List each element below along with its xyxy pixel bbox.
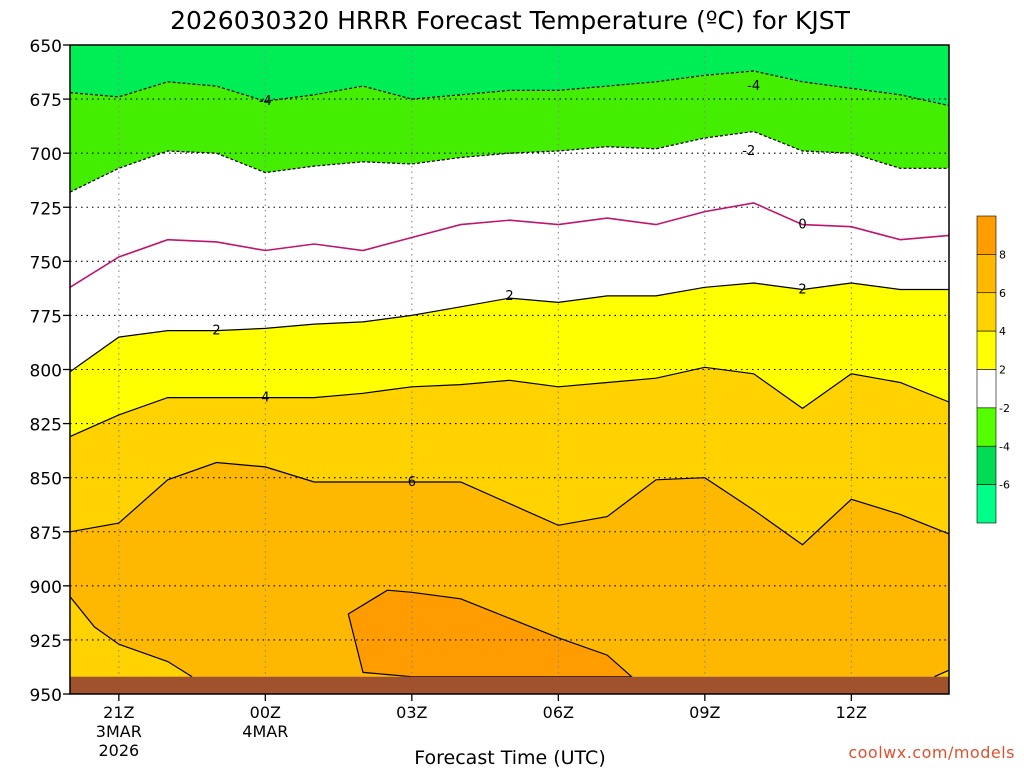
contour-label-0: -4 bbox=[259, 94, 272, 109]
colorbar-swatch-0 bbox=[976, 215, 997, 255]
y-tick-label-850: 850 bbox=[30, 470, 62, 490]
colorbar-swatch-6 bbox=[976, 445, 997, 485]
contour-label-4: 2 bbox=[212, 324, 220, 339]
x-tick-label-06Z: 06Z bbox=[543, 703, 574, 722]
ground-terrain bbox=[70, 676, 949, 694]
credit-label: coolwx.com/models bbox=[848, 743, 1015, 762]
near-ground-contour-0 bbox=[69, 596, 193, 678]
contour-label-2: -2 bbox=[742, 144, 755, 159]
y-tick-label-675: 675 bbox=[30, 91, 62, 111]
plot-area: -4 -4 -2 0 2 2 2 4 6 bbox=[69, 44, 950, 695]
near-ground-pocket-0 bbox=[70, 596, 193, 677]
band-minus4-minus2 bbox=[70, 71, 949, 193]
contour-line--2 bbox=[69, 130, 949, 193]
band-2-4 bbox=[70, 283, 949, 437]
y-tick-label-650: 650 bbox=[30, 37, 62, 57]
x-tick-label-12Z: 12Z bbox=[836, 703, 867, 722]
colorbar-label-1: 6 bbox=[999, 287, 1006, 300]
colorbar-swatch-1 bbox=[976, 254, 997, 294]
colorbar-swatch-2 bbox=[976, 292, 997, 332]
near-ground-contour-1 bbox=[934, 669, 950, 678]
colorbar-swatch-5 bbox=[976, 407, 997, 447]
x-tick-label-21Z: 21Z bbox=[103, 703, 134, 722]
y-tick-label-775: 775 bbox=[30, 307, 62, 327]
contour-label-6: 2 bbox=[798, 282, 806, 297]
colorbar-swatch-4 bbox=[976, 369, 997, 409]
band-6-8 bbox=[70, 462, 949, 677]
y-tick-label-925: 925 bbox=[30, 632, 62, 652]
contour-label-7: 4 bbox=[261, 391, 269, 406]
contour-label-3: 0 bbox=[798, 218, 806, 233]
axes: 650 675 700 725 750 775 800 825 850 875 900 925 950 2… bbox=[30, 37, 950, 760]
colorbar-swatch-7 bbox=[976, 484, 997, 524]
colorbar-swatch-3 bbox=[976, 330, 997, 370]
contour-label-8: 6 bbox=[408, 475, 416, 490]
colorbar-label-2: 4 bbox=[999, 325, 1006, 338]
y-tick-label-825: 825 bbox=[30, 416, 62, 436]
band-below-minus4 bbox=[70, 45, 949, 106]
colorbar-label-6: -6 bbox=[999, 479, 1010, 492]
y-tick-label-950: 950 bbox=[30, 686, 62, 706]
contour-label-1: -4 bbox=[747, 79, 760, 94]
y-tick-label-725: 725 bbox=[30, 199, 62, 219]
contour-label-5: 2 bbox=[505, 289, 513, 304]
x-tick-label-03Z: 03Z bbox=[396, 703, 427, 722]
y-tick-label-900: 900 bbox=[30, 578, 62, 598]
y-tick-label-700: 700 bbox=[30, 145, 62, 165]
x-tick-date-21Z: 3MAR bbox=[96, 722, 142, 741]
contour-line-6 bbox=[69, 461, 950, 546]
colorbar-label-0: 8 bbox=[999, 248, 1006, 261]
y-tick-label-875: 875 bbox=[30, 524, 62, 544]
colorbar-label-4: -2 bbox=[999, 402, 1010, 415]
band-0-2 bbox=[70, 202, 949, 372]
band-minus2-0 bbox=[70, 131, 949, 288]
contour-line-4 bbox=[69, 366, 950, 438]
x-tick-date-00Z: 4MAR bbox=[242, 722, 288, 741]
contour-line--4 bbox=[69, 70, 950, 107]
colorbar: 8 6 4 2 -2 -4 -6 bbox=[976, 215, 1010, 524]
x-tick-year-21Z: 2026 bbox=[98, 741, 139, 760]
contour-line-0 bbox=[69, 202, 950, 288]
chart-title: 2026030320 HRRR Forecast Temperature (ºC… bbox=[170, 6, 851, 35]
colorbar-label-5: -4 bbox=[999, 440, 1010, 453]
x-tick-label-09Z: 09Z bbox=[689, 703, 720, 722]
x-tick-label-00Z: 00Z bbox=[250, 703, 281, 722]
x-axis-label: Forecast Time (UTC) bbox=[414, 747, 605, 768]
y-tick-label-750: 750 bbox=[30, 253, 62, 273]
contour-line-2 bbox=[69, 282, 949, 373]
colorbar-label-3: 2 bbox=[999, 364, 1006, 377]
band-4-6 bbox=[70, 367, 949, 545]
y-tick-label-800: 800 bbox=[30, 362, 62, 382]
